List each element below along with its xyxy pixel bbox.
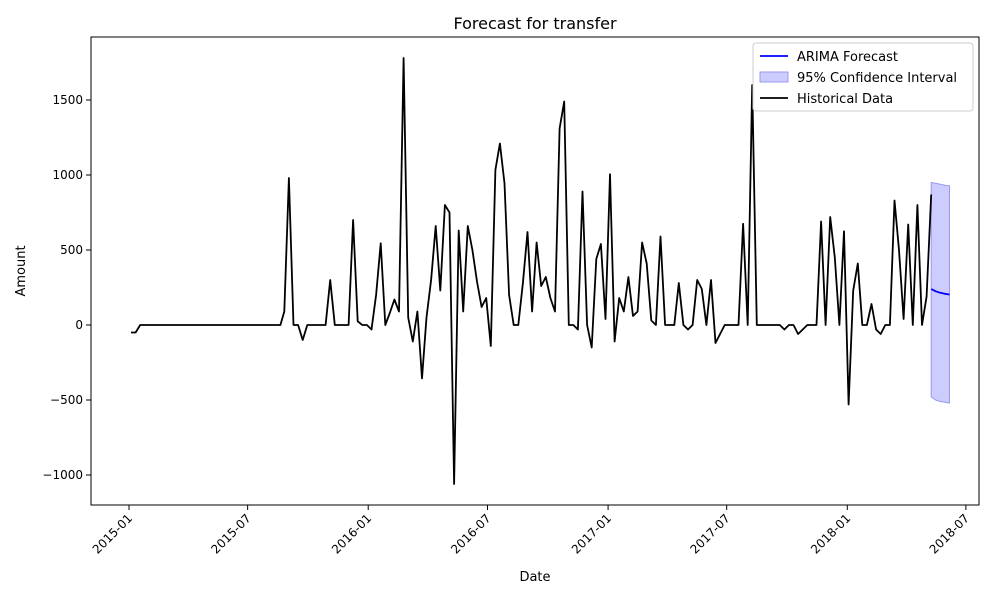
y-tick-label: 0 [75,318,83,332]
legend-box [752,42,974,112]
y-tick-label: −1000 [42,468,83,482]
y-axis: −1000 −500 0 500 1000 1500 [42,93,91,482]
legend-swatch-95-confidence-interval [759,71,789,83]
y-tick-label: 1000 [52,168,83,182]
y-tick-label: 500 [60,243,83,257]
chart-title: Forecast for transfer [453,14,616,33]
series-layer [131,57,950,485]
plot-frame [90,36,980,506]
legend-label-historical-data: Historical Data [797,92,893,107]
legend-items: ARIMA Forecast 95% Confidence Interval His… [759,50,957,107]
legend: ARIMA Forecast 95% Confidence Interval His… [752,42,974,112]
x-axis-label: Date [519,570,550,585]
y-axis-label: Amount [14,245,29,296]
legend-label-95-confidence-interval: 95% Confidence Interval [797,71,957,86]
plot-area [131,57,950,485]
arima-forecast-line [930,288,950,296]
y-tick-label: −500 [50,393,83,407]
historical-data-line [131,57,933,485]
y-tick-label: 1500 [52,93,83,107]
legend-label-arima-forecast: ARIMA Forecast [797,50,898,65]
